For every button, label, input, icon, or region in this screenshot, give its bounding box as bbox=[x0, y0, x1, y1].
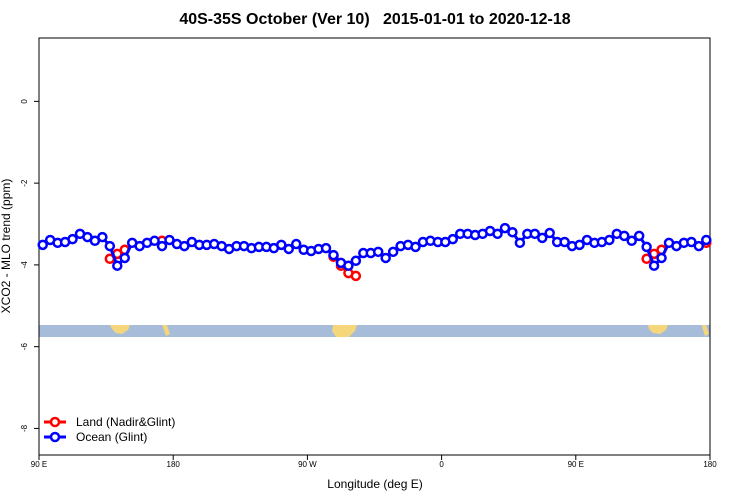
y-tick-label: 0 bbox=[20, 99, 29, 104]
point bbox=[633, 230, 645, 242]
point bbox=[492, 228, 503, 240]
point bbox=[276, 239, 287, 251]
point bbox=[179, 240, 190, 252]
map-strip bbox=[39, 325, 710, 337]
point bbox=[693, 240, 705, 252]
point bbox=[350, 270, 362, 282]
point bbox=[507, 226, 518, 238]
point bbox=[343, 260, 354, 271]
point bbox=[499, 222, 511, 234]
point bbox=[574, 239, 585, 251]
point bbox=[156, 240, 168, 252]
point bbox=[283, 243, 295, 255]
legend-marker bbox=[49, 416, 61, 428]
point bbox=[328, 249, 339, 261]
point bbox=[372, 246, 384, 258]
x-tick-label: 0 bbox=[439, 460, 444, 469]
point bbox=[37, 239, 48, 251]
x-tick-label: 90 E bbox=[31, 460, 47, 469]
point bbox=[97, 231, 108, 243]
point bbox=[290, 238, 302, 250]
point bbox=[529, 228, 541, 240]
point bbox=[648, 260, 660, 271]
x-axis-label: Longitude (deg E) bbox=[327, 477, 422, 491]
y-axis-label: XCO2 - MLO trend (ppm) bbox=[0, 179, 13, 314]
point bbox=[686, 236, 697, 248]
point bbox=[387, 246, 399, 258]
point bbox=[104, 240, 116, 252]
y-tick-label: -2 bbox=[20, 179, 29, 187]
point bbox=[410, 241, 421, 253]
point bbox=[641, 241, 652, 253]
chart-title: 40S-35S October (Ver 10) 2015-01-01 to 2… bbox=[179, 11, 570, 28]
point bbox=[544, 227, 555, 239]
point bbox=[514, 237, 526, 249]
x-tick-label: 90 E bbox=[568, 460, 584, 469]
y-tick-label: -6 bbox=[20, 343, 29, 351]
point bbox=[164, 234, 175, 246]
x-tick-label: 180 bbox=[703, 460, 717, 469]
point bbox=[112, 260, 123, 271]
point bbox=[447, 233, 459, 245]
point bbox=[701, 234, 712, 246]
legend-marker bbox=[49, 431, 61, 443]
x-tick-label: 180 bbox=[167, 460, 181, 469]
legend-label: Ocean (Glint) bbox=[76, 430, 147, 444]
point bbox=[604, 234, 615, 246]
x-tick-label: 90 W bbox=[298, 460, 317, 469]
point bbox=[559, 236, 570, 248]
point bbox=[619, 230, 630, 242]
y-tick-label: -4 bbox=[20, 261, 29, 269]
point bbox=[119, 252, 130, 264]
legend-label: Land (Nadir&Glint) bbox=[76, 415, 175, 429]
y-tick-label: -8 bbox=[20, 424, 29, 432]
point bbox=[380, 252, 391, 264]
point bbox=[350, 255, 362, 267]
point bbox=[537, 232, 548, 244]
point bbox=[67, 233, 78, 245]
point bbox=[149, 235, 160, 247]
point bbox=[656, 252, 667, 264]
point bbox=[626, 235, 637, 247]
point bbox=[320, 242, 332, 254]
